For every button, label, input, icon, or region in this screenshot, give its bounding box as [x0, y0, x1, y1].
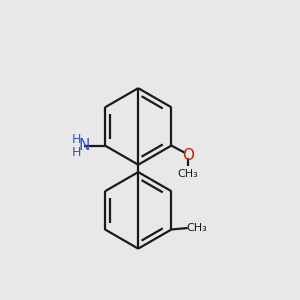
Text: O: O [182, 148, 194, 163]
Text: H: H [72, 146, 81, 159]
Text: CH₃: CH₃ [186, 223, 207, 233]
Text: CH₃: CH₃ [178, 169, 199, 179]
Text: N: N [78, 138, 90, 153]
Text: H: H [72, 133, 81, 146]
